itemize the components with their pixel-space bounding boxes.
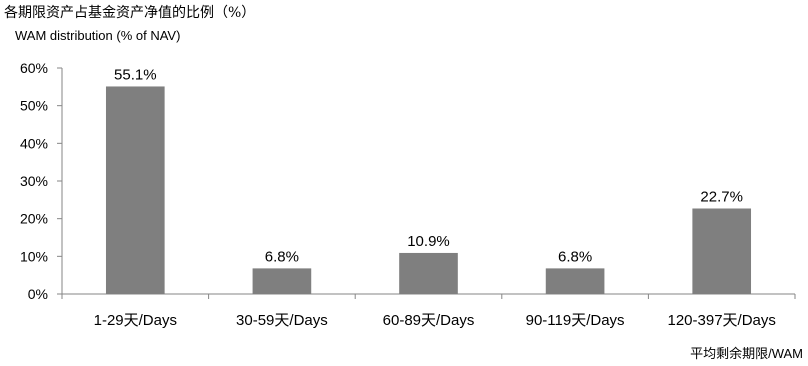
bar	[692, 208, 752, 294]
bar	[252, 268, 312, 294]
y-tick-label: 0%	[28, 286, 48, 302]
bar-data-label: 6.8%	[265, 248, 299, 265]
chart-subtitle: WAM distribution (% of NAV)	[15, 28, 180, 43]
x-category-label: 120-397天/Days	[667, 312, 775, 329]
bars	[105, 86, 752, 294]
bar-data-label: 10.9%	[407, 233, 450, 250]
x-category-label: 90-119天/Days	[526, 312, 625, 329]
y-tick-label: 20%	[20, 211, 48, 227]
bar	[545, 268, 605, 294]
bar-data-label: 6.8%	[558, 248, 592, 265]
x-category-label: 1-29天/Days	[94, 312, 177, 329]
y-tick-label: 50%	[20, 98, 48, 114]
axes: 0% 10% 20% 30% 40% 50% 60% 1-29天/Days 30-59天/Day…	[20, 60, 796, 329]
x-category-label: 60-89天/Days	[383, 312, 475, 329]
bar	[399, 252, 458, 294]
x-category-label: 30-59天/Days	[236, 312, 328, 329]
y-tick-label: 40%	[20, 135, 48, 151]
bar-data-label: 22.7%	[700, 188, 743, 205]
bar-data-label: 55.1%	[114, 66, 157, 83]
y-tick-label: 10%	[20, 248, 48, 264]
y-tick-label: 60%	[20, 60, 48, 76]
bar	[105, 86, 165, 294]
chart-title: 各期限资产占基金资产净值的比例（%）	[4, 4, 255, 21]
data-labels: 55.1% 6.8% 10.9% 6.8% 22.7%	[114, 66, 743, 265]
y-tick-label: 30%	[20, 173, 48, 189]
x-axis-title: 平均剩余期限/WAM	[690, 346, 803, 361]
